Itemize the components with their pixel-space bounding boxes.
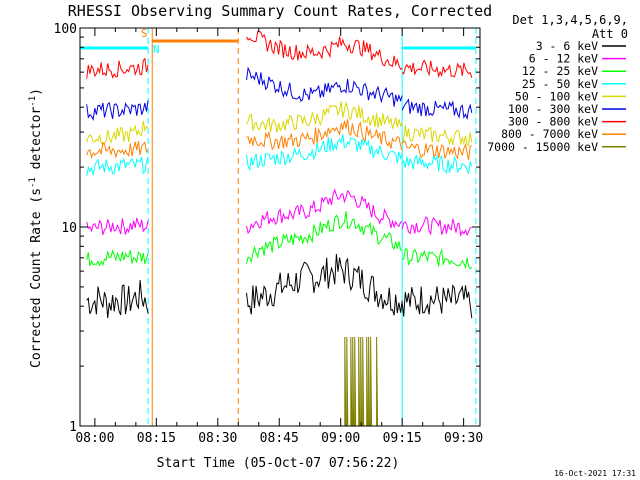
series-line (86, 120, 149, 146)
series-line (86, 100, 149, 121)
series-line (246, 30, 403, 71)
x-tick-label: 08:15 (137, 431, 176, 446)
y-tick-label: 1 (69, 420, 77, 435)
legend-header-line-2: Att 0 (592, 27, 628, 41)
mode-marker-label: N (153, 43, 160, 56)
y-axis-label-sup-1: -1 (28, 177, 38, 188)
legend-entry-label: 12 - 25 keV (522, 64, 598, 78)
series-line (401, 154, 473, 174)
x-tick-label: 08:00 (75, 431, 114, 446)
y-axis-label-main: Corrected Count Rate (s (29, 188, 44, 368)
x-tick-label: 09:00 (321, 431, 360, 446)
series-line (246, 101, 403, 133)
legend-entry-label: 300 - 800 keV (508, 115, 598, 129)
legend-entry-label: 800 - 7000 keV (501, 127, 598, 141)
series-line (401, 248, 473, 270)
legend-entry-label: 100 - 300 keV (508, 102, 598, 116)
generation-timestamp: 16-Oct-2021 17:31 (554, 469, 636, 478)
y-axis-label-sup-2: -1 (28, 96, 38, 107)
chart-title: RHESSI Observing Summary Count Rates, Co… (68, 2, 492, 20)
series-line (401, 98, 473, 121)
series-line (401, 284, 473, 319)
series-line (344, 336, 379, 427)
series-line (246, 66, 403, 107)
x-axis-label: Start Time (05-Oct-07 07:56:22) (157, 456, 400, 471)
series-line (402, 125, 473, 146)
series-line (246, 134, 403, 172)
series-line (246, 188, 403, 235)
series-line (86, 280, 149, 318)
y-tick-label: 100 (54, 22, 77, 37)
legend-entry-label: 6 - 12 keV (529, 52, 598, 66)
legend-entry-label: 3 - 6 keV (536, 39, 598, 53)
series-line (86, 141, 149, 159)
x-tick-label: 09:30 (444, 431, 483, 446)
series-line (401, 140, 472, 160)
series-line (86, 57, 149, 79)
plot-area: SN (80, 27, 477, 427)
series-line (86, 217, 149, 235)
legend-header-line-1: Det 1,3,4,5,6,9, (512, 13, 628, 27)
x-tick-label: 09:15 (383, 431, 422, 446)
y-axis-label-end: ) (29, 88, 44, 96)
legend-entry-label: 7000 - 15000 keV (487, 140, 598, 154)
y-axis-label-mid: detector (29, 107, 44, 178)
series-line (401, 59, 473, 79)
y-tick-label: 10 (61, 221, 77, 236)
series-line (401, 215, 472, 238)
legend-entry-label: 50 - 100 keV (515, 89, 598, 103)
series-line (246, 211, 403, 264)
axes: 08:00 08:15 08:30 08:45 09:00 09:15 09:30 1 10 10… (54, 22, 484, 446)
legend-header: Det 1,3,4,5,6,9, Att 0 (512, 13, 628, 41)
x-tick-label: 08:45 (260, 431, 299, 446)
x-tick-label: 08:30 (198, 431, 237, 446)
y-axis-label: Corrected Count Rate (s-1 detector-1) (28, 88, 44, 368)
series-line (246, 253, 403, 316)
legend-entry-label: 25 - 50 keV (522, 77, 598, 91)
mode-marker-label: S (141, 27, 148, 40)
series-line (246, 119, 403, 151)
series-line (86, 156, 149, 177)
series-line (86, 249, 149, 267)
